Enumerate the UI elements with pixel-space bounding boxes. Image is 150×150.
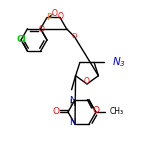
Text: O: O <box>72 33 77 39</box>
Text: O: O <box>52 9 58 18</box>
Text: O: O <box>52 108 60 117</box>
Text: O: O <box>58 12 64 21</box>
Text: O: O <box>93 106 99 115</box>
Text: O: O <box>39 25 44 34</box>
Text: CH₃: CH₃ <box>110 108 124 117</box>
Text: H: H <box>69 99 75 108</box>
Text: O: O <box>84 76 90 85</box>
Text: $\mathregular{N_3}$: $\mathregular{N_3}$ <box>112 55 126 69</box>
Text: N: N <box>69 96 75 105</box>
Text: N: N <box>70 118 76 127</box>
Text: P: P <box>46 13 52 22</box>
Text: Cl: Cl <box>17 35 26 44</box>
